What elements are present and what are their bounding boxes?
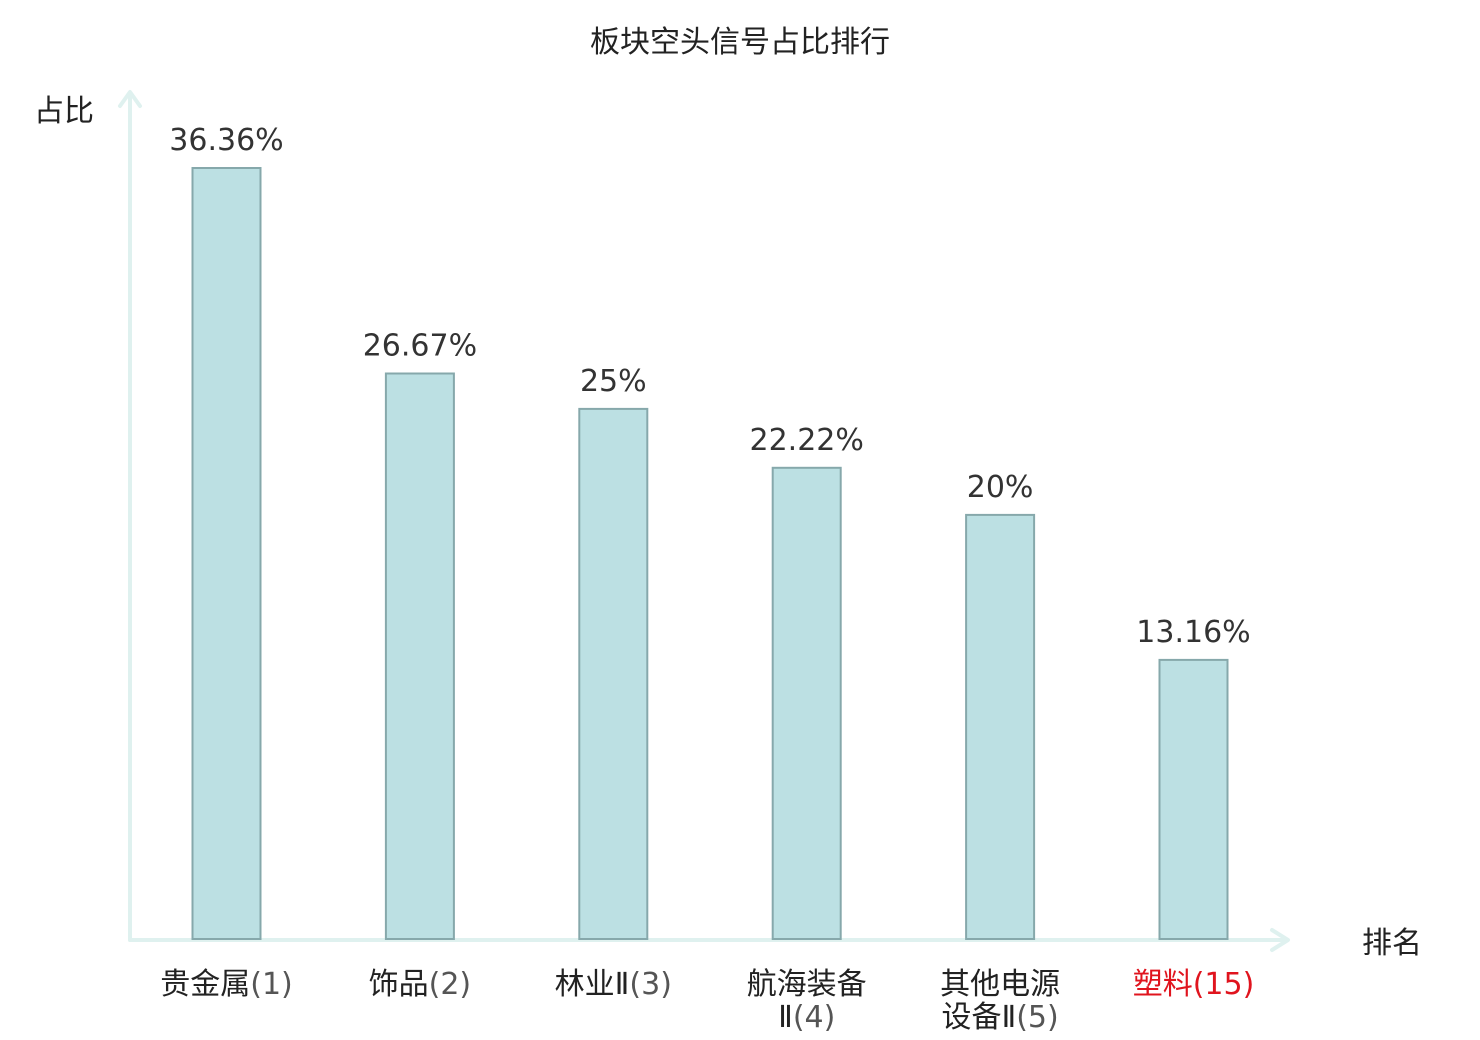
value-label: 25% bbox=[580, 364, 647, 399]
x-tick-label-name: 其他电源 bbox=[940, 967, 1060, 1002]
value-label: 22.22% bbox=[750, 423, 864, 458]
x-tick-label: 航海装备 Ⅱ(4) bbox=[747, 967, 867, 1035]
x-tick-label-name: 设备Ⅱ bbox=[941, 1000, 1016, 1035]
value-labels: 36.36% 26.67% 25% 22.22% 20% 13.16% bbox=[169, 123, 1250, 650]
y-axis-arrow bbox=[118, 90, 142, 108]
bar bbox=[191, 167, 262, 940]
x-axis-title: 排名 bbox=[1362, 926, 1422, 961]
x-tick-label: 林业Ⅱ(3) bbox=[555, 967, 672, 1002]
bar bbox=[384, 372, 455, 940]
x-tick-label-name: 贵金属 bbox=[160, 967, 250, 1002]
x-tick-label-name: 航海装备 bbox=[747, 967, 867, 1002]
category-labels: 贵金属(1) 饰品(2) 林业Ⅱ(3) 航海装备 Ⅱ(4) 其他电源设备Ⅱ(5) 塑料(15… bbox=[160, 967, 1254, 1035]
value-label: 26.67% bbox=[363, 329, 477, 364]
x-tick-label-rank: (1) bbox=[250, 967, 293, 1002]
bar bbox=[1158, 658, 1229, 941]
x-tick-label-rank: (3) bbox=[629, 967, 672, 1002]
bar bbox=[965, 513, 1036, 941]
y-axis-title: 占比 bbox=[34, 94, 94, 129]
x-tick-label-name: Ⅱ bbox=[778, 1000, 793, 1035]
value-label: 20% bbox=[967, 470, 1034, 505]
x-tick-label-name: 饰品 bbox=[369, 967, 429, 1002]
value-label: 36.36% bbox=[169, 123, 283, 158]
value-label: 13.16% bbox=[1136, 615, 1250, 650]
x-tick-label: 塑料(15) bbox=[1133, 967, 1255, 1002]
x-tick-label-rank: (15) bbox=[1193, 967, 1255, 1002]
bar bbox=[578, 407, 649, 940]
bar bbox=[771, 466, 842, 940]
x-tick-label: 饰品(2) bbox=[369, 967, 472, 1002]
x-tick-label: 贵金属(1) bbox=[160, 967, 293, 1002]
x-axis-arrow bbox=[1270, 928, 1290, 952]
chart-title: 板块空头信号占比排行 bbox=[590, 25, 890, 60]
x-tick-label-rank: (2) bbox=[429, 967, 472, 1002]
x-tick-label-rank: (5) bbox=[1016, 1000, 1059, 1035]
x-tick-label-name: 塑料 bbox=[1133, 967, 1193, 1002]
bars bbox=[191, 167, 1229, 941]
x-tick-label-name: 林业Ⅱ bbox=[555, 967, 630, 1002]
axes bbox=[118, 90, 1290, 952]
x-tick-label-rank: (4) bbox=[793, 1000, 836, 1035]
x-tick-label: 其他电源设备Ⅱ(5) bbox=[940, 967, 1060, 1035]
